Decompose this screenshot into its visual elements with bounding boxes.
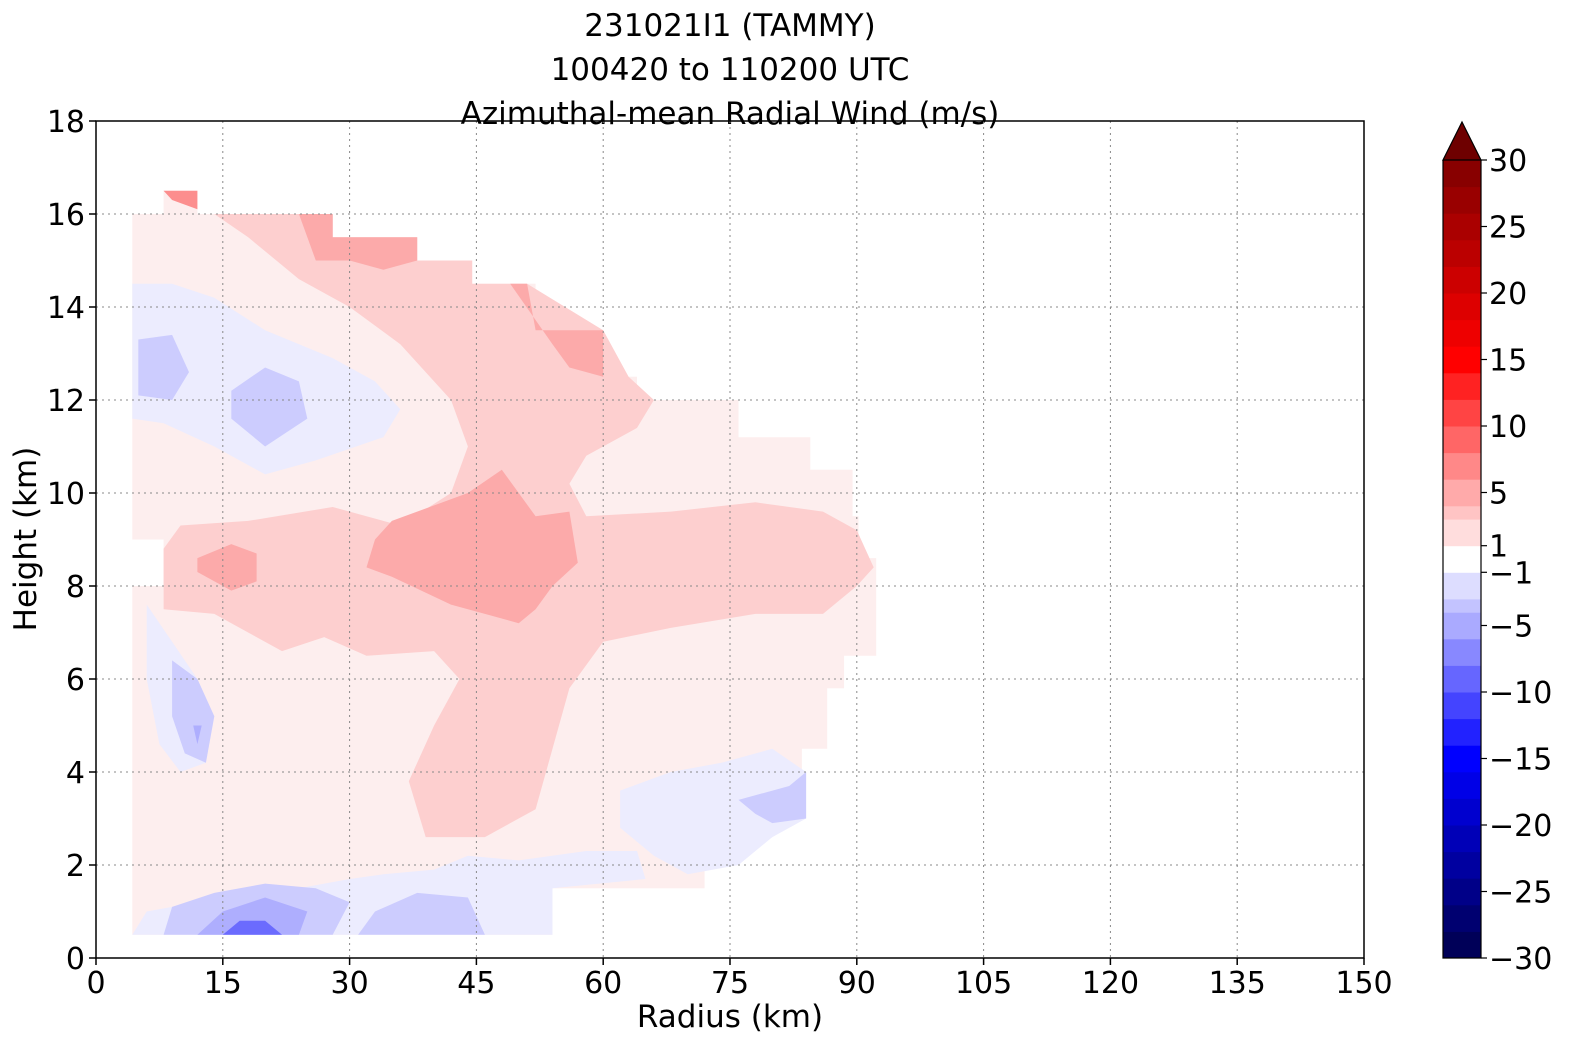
colorbar-band [1443, 239, 1481, 267]
colorbar-band [1443, 319, 1481, 347]
colorbar-band [1443, 346, 1481, 374]
x-tick-label: 30 [331, 966, 369, 1001]
colorbar-tick-label: −1 [1489, 556, 1533, 591]
colorbar-band [1443, 798, 1481, 826]
x-tick-label: 150 [1335, 966, 1392, 1001]
colorbar-band [1443, 718, 1481, 746]
colorbar-tick-label: 30 [1489, 144, 1527, 179]
grid-lines [96, 121, 1364, 958]
y-axis-label: Height (km) [8, 447, 44, 632]
colorbar-tick-label: −10 [1489, 676, 1552, 711]
contour-level-neg3-to-neg1 [620, 748, 807, 875]
colorbar-tick-label: 25 [1489, 211, 1527, 246]
x-axis: 0 15 30 45 60 75 90 105 120 135 150 [86, 958, 1393, 1001]
contour-level-4-to-6 [366, 469, 578, 624]
contour-level-neg4-to-neg3 [138, 334, 189, 400]
y-tick-label: 12 [47, 384, 85, 419]
colorbar-band [1443, 598, 1481, 613]
colorbar-band [1443, 572, 1481, 600]
colorbar-band [1443, 160, 1481, 188]
title-line-1: 231021I1 (TAMMY) [584, 8, 876, 44]
x-tick-label: 90 [838, 966, 876, 1001]
colorbar-band [1443, 372, 1481, 400]
y-tick-label: 4 [66, 756, 85, 791]
colorbar-band [1443, 293, 1481, 321]
colorbar-band [1443, 399, 1481, 427]
y-tick-label: 0 [66, 942, 85, 977]
colorbar-band [1443, 904, 1481, 932]
colorbar-band [1443, 266, 1481, 294]
title-line-2: 100420 to 110200 UTC [550, 52, 910, 88]
contour-level-4-to-6 [197, 544, 257, 591]
colorbar-tick-label: 20 [1489, 277, 1527, 312]
x-tick-label: 105 [955, 966, 1012, 1001]
contour-level-neg8-to-neg4 [197, 897, 308, 935]
x-tick-label: 45 [457, 966, 495, 1001]
contour-level-6-to-8 [163, 190, 198, 210]
colorbar-band [1443, 851, 1481, 879]
contour-level-4-to-6 [298, 214, 418, 270]
x-tick-label: 135 [1209, 966, 1266, 1001]
colorbar-tick-label: 15 [1489, 344, 1527, 379]
colorbar-band [1443, 665, 1481, 693]
colorbar-band [1443, 745, 1481, 773]
colorbar-tick-label: −30 [1489, 942, 1552, 977]
colorbar-tick-label: 10 [1489, 410, 1527, 445]
colorbar-tick-label: −5 [1489, 610, 1533, 645]
contour-level-neg4-to-neg3 [231, 367, 308, 447]
y-tick-label: 10 [47, 477, 85, 512]
x-tick-label: 15 [204, 966, 242, 1001]
x-tick-label: 120 [1082, 966, 1139, 1001]
plot-area [96, 121, 1364, 958]
chart-title: 231021I1 (TAMMY) 100420 to 110200 UTC Az… [96, 4, 1364, 136]
colorbar-band [1443, 213, 1481, 241]
colorbar-tick-label: −15 [1489, 743, 1552, 778]
y-tick-label: 6 [66, 663, 85, 698]
colorbar-band [1443, 479, 1481, 507]
colorbar-band [1443, 931, 1481, 959]
colorbar-band [1443, 638, 1481, 666]
colorbar-band [1443, 505, 1481, 520]
contour-level-neg4-to-neg3 [358, 892, 485, 935]
contour-fills [132, 190, 877, 935]
colorbar-tick-label: −20 [1489, 809, 1552, 844]
colorbar-band [1443, 771, 1481, 799]
contour-level-4-to-6 [510, 283, 604, 377]
y-tick-label: 18 [47, 105, 85, 140]
colorbar-extend-arrow [1442, 120, 1482, 161]
contour-level-neg4-to-neg3 [738, 772, 807, 824]
colorbar-band [1443, 692, 1481, 720]
y-axis: 0 2 4 6 8 10 12 14 16 18 [47, 105, 96, 977]
y-tick-label: 14 [47, 291, 85, 326]
x-axis-label: Radius (km) [637, 999, 823, 1035]
x-tick-label: 60 [584, 966, 622, 1001]
contour-level-neg8-to-neg4 [193, 725, 202, 745]
colorbar-band [1443, 452, 1481, 480]
y-tick-label: 2 [66, 849, 85, 884]
colorbar-band [1443, 878, 1481, 906]
x-tick-label: 75 [711, 966, 749, 1001]
y-tick-label: 8 [66, 570, 85, 605]
colorbar-band [1443, 545, 1481, 573]
x-tick-label: 0 [86, 966, 105, 1001]
colorbar-tick-label: 5 [1489, 477, 1508, 512]
colorbar-band [1443, 426, 1481, 454]
colorbar: 30 25 20 15 10 5 1−1 −5 −10 −15 −20 −25 −30 [1442, 120, 1552, 977]
colorbar-band [1443, 519, 1481, 547]
colorbar-tick-label: 1 [1489, 530, 1508, 565]
colorbar-tick-label: −25 [1489, 876, 1552, 911]
colorbar-band [1443, 825, 1481, 853]
colorbar-band [1443, 612, 1481, 640]
colorbar-frame [1442, 160, 1482, 959]
contour-level-neg4-to-neg3 [172, 660, 215, 763]
contour-level-neg10-to-neg8 [222, 920, 282, 935]
colorbar-band [1443, 186, 1481, 214]
title-line-3: Azimuthal-mean Radial Wind (m/s) [460, 96, 1000, 132]
y-tick-label: 16 [47, 198, 85, 233]
